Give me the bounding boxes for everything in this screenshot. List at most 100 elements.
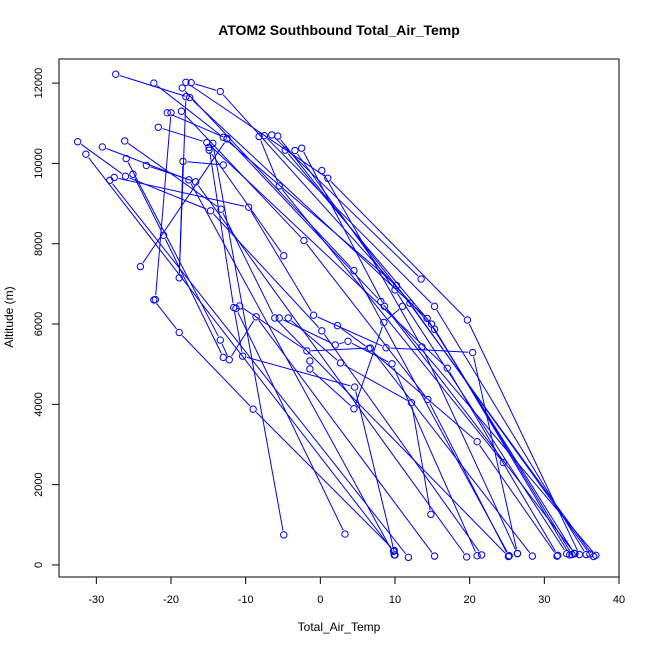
data-point xyxy=(280,531,288,539)
series-segment xyxy=(184,90,352,268)
data-point xyxy=(179,157,187,166)
data-point xyxy=(136,262,145,271)
data-point xyxy=(592,551,600,560)
series-segment xyxy=(155,117,172,296)
series-9 xyxy=(260,131,590,559)
data-point xyxy=(268,131,276,139)
data-point xyxy=(350,266,358,275)
data-point xyxy=(473,552,481,560)
data-point xyxy=(255,132,263,141)
series-36 xyxy=(284,314,435,519)
series-segment xyxy=(436,309,585,552)
data-point xyxy=(177,107,186,115)
data-point xyxy=(275,182,283,190)
series-segment xyxy=(181,335,251,407)
series-segment xyxy=(187,161,219,166)
series-segment xyxy=(393,367,476,552)
series-11 xyxy=(274,132,594,558)
x-tick-label: 0 xyxy=(317,594,323,606)
series-segment xyxy=(351,342,389,363)
data-point xyxy=(225,356,233,364)
series-segment xyxy=(317,316,383,347)
data-point xyxy=(391,551,399,559)
series-segment xyxy=(423,350,517,550)
plot-frame xyxy=(58,58,620,578)
series-segment xyxy=(386,308,400,320)
data-point xyxy=(154,123,163,131)
x-axis-label: Total_Air_Temp xyxy=(298,620,381,634)
series-27 xyxy=(175,93,227,282)
series-segment xyxy=(178,165,184,274)
series-18 xyxy=(82,150,398,556)
data-point xyxy=(390,546,398,555)
data-point xyxy=(182,93,190,101)
data-point xyxy=(318,166,326,175)
series-segment xyxy=(234,311,243,352)
data-point xyxy=(175,274,183,282)
series-17 xyxy=(73,138,486,559)
series-segment xyxy=(323,334,480,552)
y-axis-label: Altitude (m) xyxy=(2,286,16,347)
series-25 xyxy=(142,161,471,561)
series-segment xyxy=(209,145,445,366)
data-point xyxy=(582,550,590,559)
data-point xyxy=(391,286,399,294)
series-segment xyxy=(473,356,517,550)
series-segment xyxy=(396,293,565,551)
series-segment xyxy=(156,303,177,330)
series-12 xyxy=(255,132,507,467)
series-segment xyxy=(150,166,192,181)
data-point xyxy=(407,399,416,407)
data-point xyxy=(260,131,269,140)
series-35 xyxy=(275,314,481,560)
data-point xyxy=(252,313,260,321)
data-point xyxy=(571,550,579,558)
data-point xyxy=(98,143,107,151)
series-segment xyxy=(195,83,217,91)
series-segment xyxy=(129,177,207,210)
data-point xyxy=(175,328,183,337)
data-point xyxy=(318,327,326,335)
y-tick-label: 6000 xyxy=(33,312,45,336)
data-point xyxy=(73,138,82,146)
series-34 xyxy=(235,302,537,560)
data-point xyxy=(341,530,349,538)
data-point xyxy=(306,365,314,373)
data-point xyxy=(333,321,342,330)
data-point xyxy=(291,146,299,155)
y-tick-label: 4000 xyxy=(33,392,45,416)
x-tick-label: 20 xyxy=(464,594,476,606)
data-point xyxy=(309,311,318,319)
data-point xyxy=(563,550,571,558)
data-point xyxy=(150,79,158,87)
data-point xyxy=(205,146,213,154)
data-point xyxy=(427,510,435,519)
data-point xyxy=(121,172,130,180)
data-point xyxy=(284,314,292,322)
series-segment xyxy=(255,411,392,548)
data-point xyxy=(206,207,215,215)
data-point xyxy=(528,552,537,560)
data-point xyxy=(112,70,120,78)
data-point xyxy=(300,236,308,245)
data-point xyxy=(185,176,193,184)
series-segment xyxy=(213,147,284,531)
data-point xyxy=(586,550,594,558)
series-29 xyxy=(151,109,175,304)
data-point xyxy=(382,344,390,352)
series-segment xyxy=(127,162,219,337)
series-33 xyxy=(232,304,349,538)
series-segment xyxy=(323,174,421,344)
series-segment xyxy=(156,85,221,135)
series-segment xyxy=(246,356,351,387)
series-1 xyxy=(112,70,578,558)
data-point xyxy=(424,395,432,404)
x-tick-label: 30 xyxy=(538,594,550,606)
series-21 xyxy=(110,173,522,558)
data-point xyxy=(344,337,352,345)
series-segment xyxy=(267,138,432,304)
data-point xyxy=(297,144,306,152)
data-point xyxy=(477,551,486,559)
data-point xyxy=(223,135,231,143)
data-point xyxy=(182,78,190,86)
